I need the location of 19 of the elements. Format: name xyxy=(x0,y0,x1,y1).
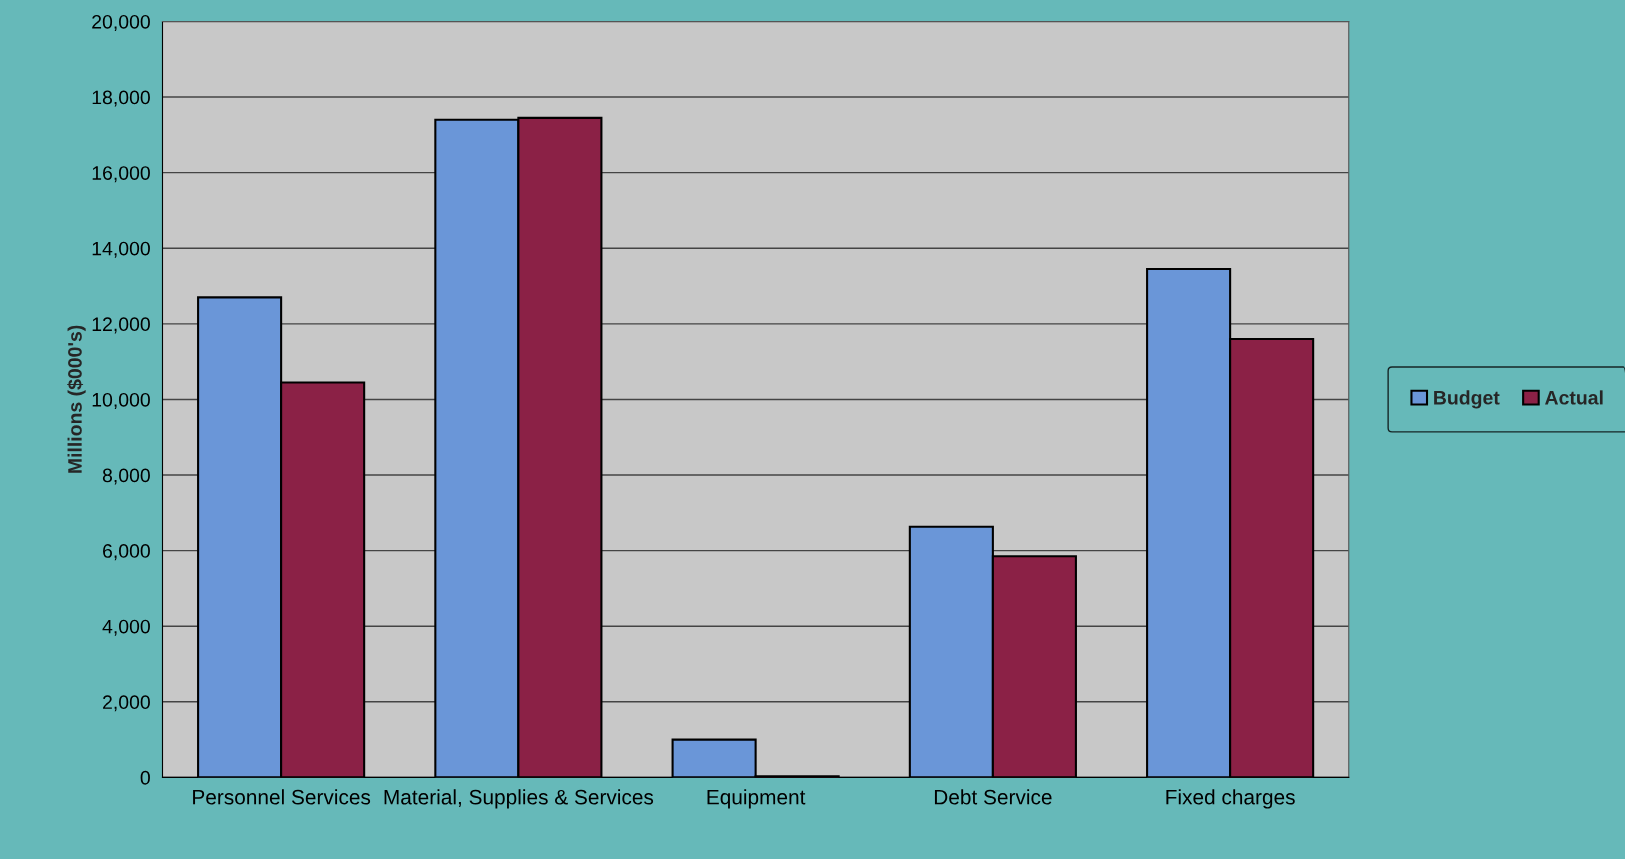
y-tick-label: 12,000 xyxy=(92,317,150,334)
x-tick-label: Equipment xyxy=(707,789,806,809)
y-tick-label: 14,000 xyxy=(92,241,150,258)
legend-label: Actual xyxy=(1545,390,1603,405)
legend-label: Budget xyxy=(1434,390,1500,409)
y-tick-label: 8,000 xyxy=(102,468,150,485)
x-tick-label: Material, Supplies & Services xyxy=(384,789,654,809)
y-tick-label: 10,000 xyxy=(92,392,150,409)
y-tick-label: 4,000 xyxy=(102,619,150,636)
y-tick-label: 2,000 xyxy=(103,695,150,712)
y-tick-label: 20,000 xyxy=(92,14,150,32)
x-tick-label: Personnel Services xyxy=(193,789,371,805)
x-tick-label: Fixed charges xyxy=(1166,789,1295,809)
y-tick-label: 16,000 xyxy=(92,166,150,183)
x-tick-label: Debt Service xyxy=(934,789,1052,805)
y-axis-title: Millions ($000's) xyxy=(67,325,86,473)
y-tick-label: 6,000 xyxy=(103,544,150,561)
y-tick-label: 18,000 xyxy=(92,90,150,107)
y-tick-label: 0 xyxy=(140,770,150,785)
